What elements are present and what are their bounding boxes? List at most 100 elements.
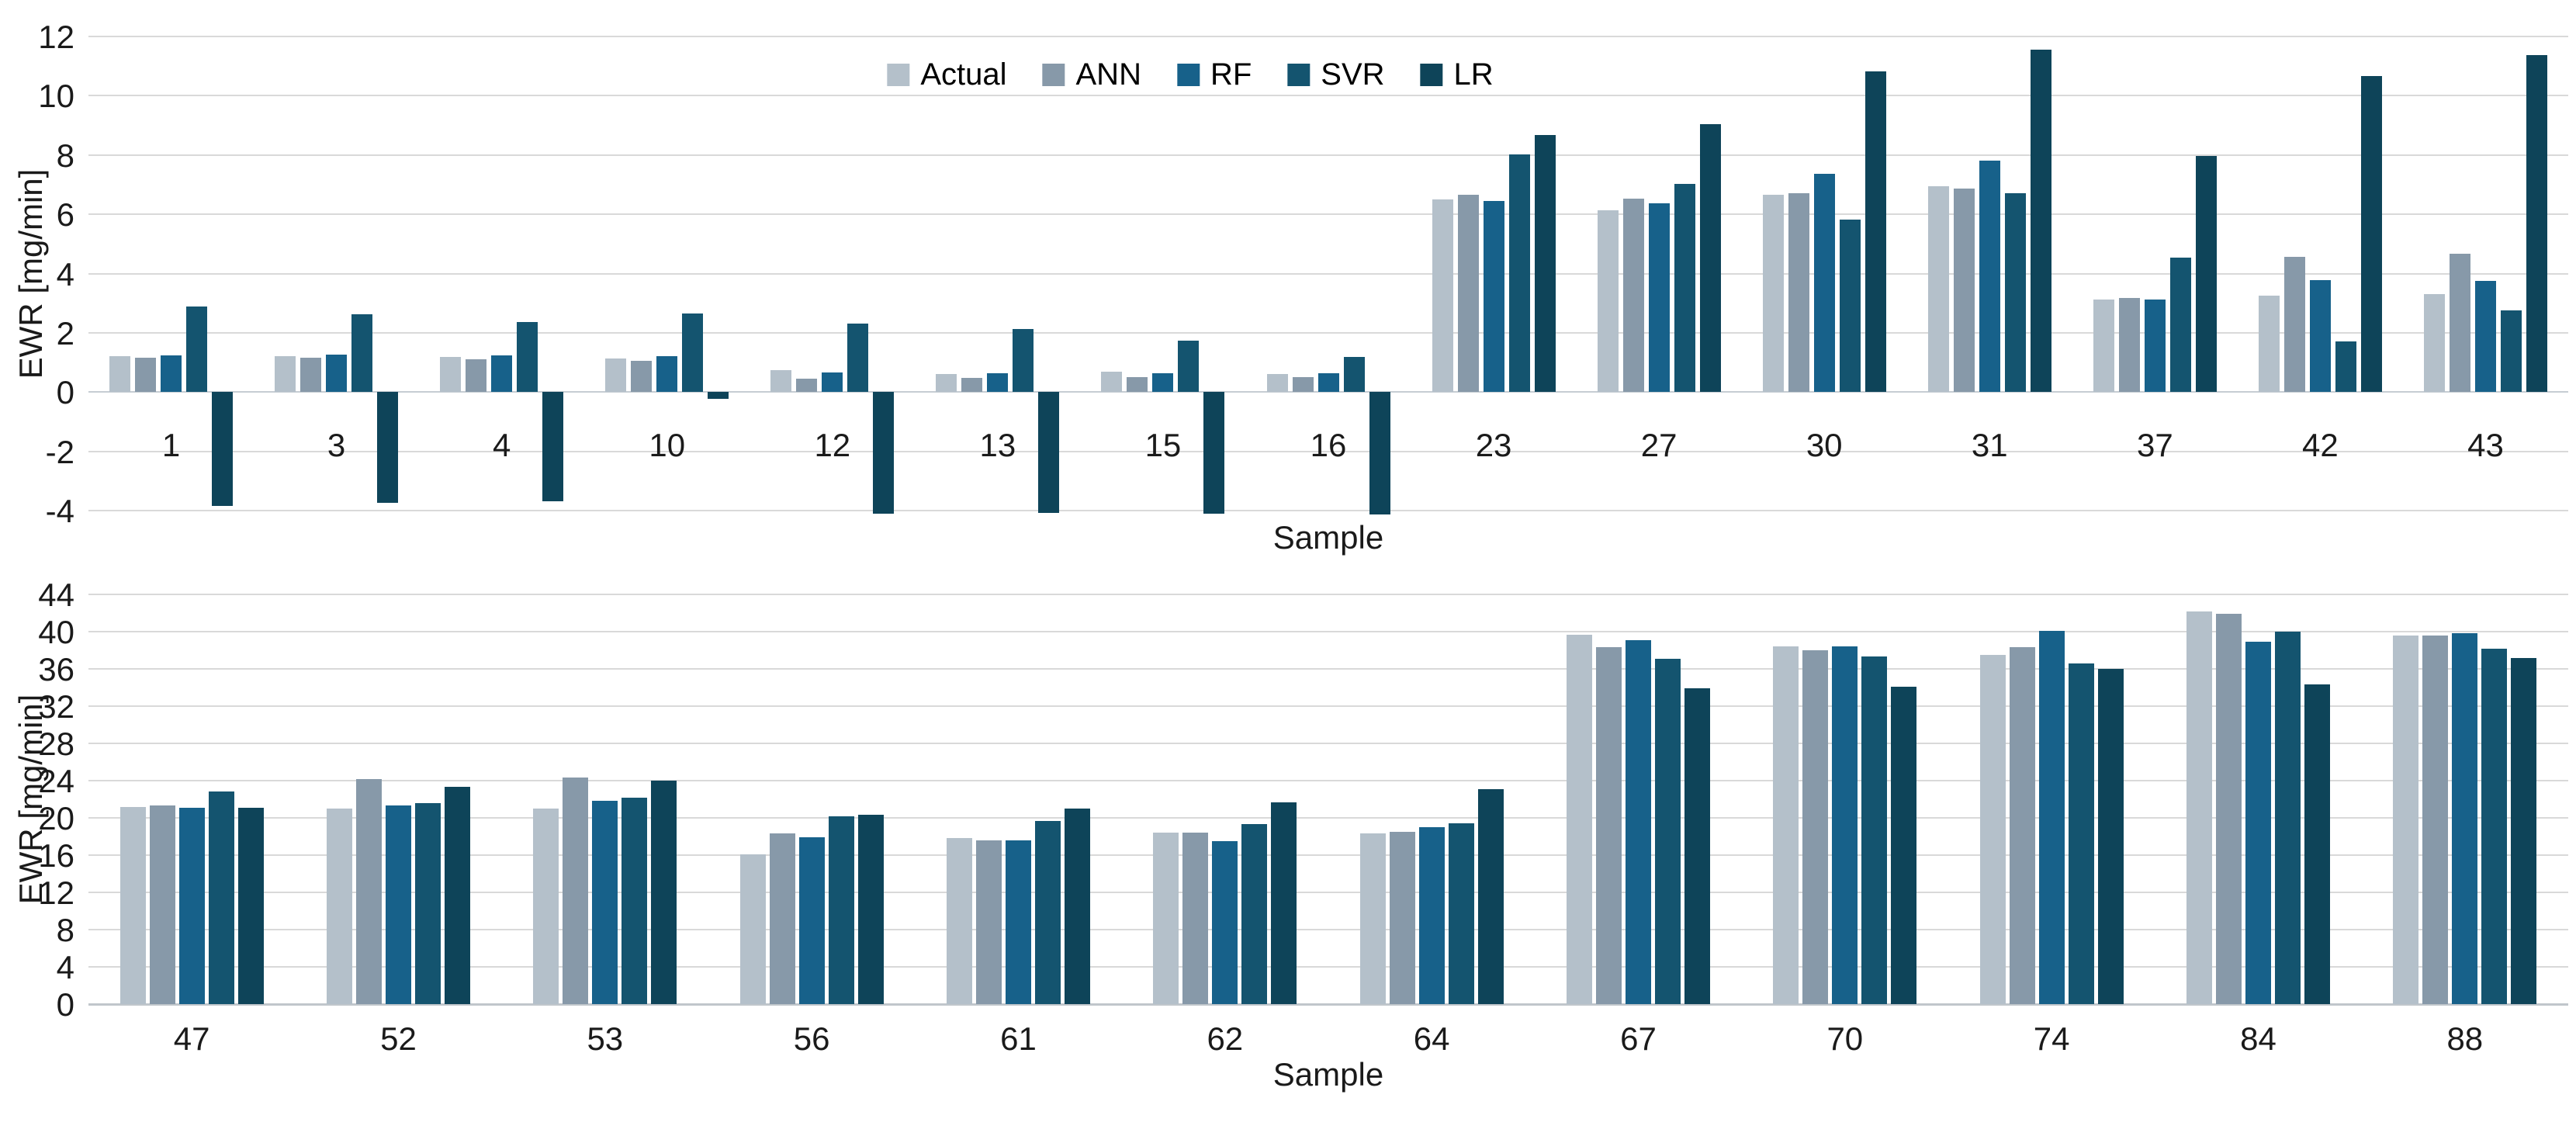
gridline-y-28 bbox=[88, 743, 2568, 744]
y-tick-label: 8 bbox=[56, 137, 74, 174]
bar-actual-13 bbox=[936, 373, 957, 393]
bar-lr-15 bbox=[1203, 392, 1225, 514]
x-tick-label-56: 56 bbox=[793, 1020, 830, 1057]
y-tick-label: 32 bbox=[38, 688, 74, 725]
x-tick-label-42: 42 bbox=[2302, 427, 2339, 464]
y-tick-label: 0 bbox=[56, 986, 74, 1023]
bar-svr-30 bbox=[1839, 220, 1861, 393]
x-tick-label-52: 52 bbox=[380, 1020, 417, 1057]
bar-ann-74 bbox=[2009, 647, 2035, 1004]
x-tick-label-62: 62 bbox=[1207, 1020, 1244, 1057]
bar-lr-43 bbox=[2526, 54, 2547, 393]
bar-lr-42 bbox=[2360, 76, 2382, 393]
legend: Actual ANN RF SVR LR bbox=[887, 59, 1494, 90]
gridline-y-20 bbox=[88, 817, 2568, 819]
bar-actual-52 bbox=[327, 809, 352, 1004]
bar-ann-15 bbox=[1127, 376, 1148, 393]
x-tick-label-1: 1 bbox=[161, 427, 181, 464]
y-tick-label: 0 bbox=[56, 374, 74, 411]
gridline-y--4 bbox=[88, 510, 2568, 512]
bar-rf-56 bbox=[798, 837, 825, 1004]
bar-rf-62 bbox=[1212, 841, 1238, 1004]
bar-rf-61 bbox=[1006, 840, 1031, 1004]
bar-actual-23 bbox=[1432, 199, 1453, 393]
gridline-y-32 bbox=[88, 705, 2568, 707]
bar-lr-16 bbox=[1369, 392, 1390, 514]
bar-actual-16 bbox=[1266, 374, 1288, 393]
bar-actual-37 bbox=[2093, 300, 2114, 393]
bar-lr-52 bbox=[445, 787, 470, 1004]
bar-ann-43 bbox=[2449, 254, 2470, 393]
bar-actual-42 bbox=[2258, 295, 2280, 393]
y-tick-label: 2 bbox=[56, 315, 74, 352]
bar-rf-4 bbox=[491, 355, 513, 393]
y-tick-label: 10 bbox=[38, 78, 74, 115]
bar-svr-4 bbox=[517, 322, 538, 393]
x-tick-label-70: 70 bbox=[1826, 1020, 1864, 1057]
bar-actual-47 bbox=[119, 806, 146, 1004]
bar-svr-64 bbox=[1448, 823, 1474, 1004]
bar-rf-64 bbox=[1418, 827, 1445, 1004]
y-tick-label: 36 bbox=[38, 651, 74, 688]
bar-lr-37 bbox=[2195, 156, 2217, 393]
x-tick-label-88: 88 bbox=[2446, 1020, 2484, 1057]
bar-ann-61 bbox=[976, 840, 1002, 1004]
y-tick-label: 4 bbox=[56, 255, 74, 293]
bar-actual-31 bbox=[1927, 185, 1949, 393]
x-axis-title-bottom: Sample bbox=[1272, 1056, 1384, 1093]
y-tick-label: -4 bbox=[45, 493, 74, 530]
bar-svr-27 bbox=[1674, 183, 1695, 393]
bar-actual-4 bbox=[440, 356, 462, 393]
gridline-y-8 bbox=[88, 929, 2568, 930]
bar-actual-88 bbox=[2393, 635, 2419, 1004]
bar-svr-42 bbox=[2335, 341, 2356, 393]
legend-item-actual: Actual bbox=[887, 59, 1007, 90]
x-tick-label-74: 74 bbox=[2033, 1020, 2070, 1057]
x-tick-label-15: 15 bbox=[1144, 427, 1182, 464]
bar-lr-27 bbox=[1699, 124, 1721, 393]
bar-svr-70 bbox=[1861, 656, 1888, 1004]
gridline-y-24 bbox=[88, 780, 2568, 781]
legend-swatch-ann bbox=[1042, 63, 1065, 86]
gridline-y-12 bbox=[88, 36, 2568, 37]
bar-svr-1 bbox=[186, 306, 208, 393]
bar-svr-61 bbox=[1035, 820, 1061, 1004]
x-tick-label-53: 53 bbox=[587, 1020, 624, 1057]
bar-lr-67 bbox=[1684, 688, 1710, 1004]
gridline-y--2 bbox=[88, 450, 2568, 452]
bar-svr-37 bbox=[2169, 258, 2191, 393]
bar-svr-62 bbox=[1241, 824, 1268, 1004]
bar-lr-23 bbox=[1534, 135, 1556, 393]
x-tick-label-37: 37 bbox=[2136, 427, 2173, 464]
bar-ann-62 bbox=[1182, 833, 1209, 1004]
bar-ann-84 bbox=[2216, 614, 2242, 1004]
x-tick-label-13: 13 bbox=[979, 427, 1016, 464]
bar-rf-84 bbox=[2245, 642, 2271, 1004]
bar-svr-10 bbox=[682, 313, 704, 393]
x-tick-label-47: 47 bbox=[173, 1020, 210, 1057]
legend-item-ann: ANN bbox=[1042, 59, 1141, 90]
bar-lr-3 bbox=[377, 392, 399, 503]
bar-actual-30 bbox=[1762, 195, 1784, 393]
ewr-chart-bottom: EWR [mg/min] Sample 0 4 8 12 16 20 24 28 32 36 40 4… bbox=[0, 574, 2576, 1143]
gridline-y-12 bbox=[88, 892, 2568, 893]
x-tick-label-43: 43 bbox=[2467, 427, 2504, 464]
bar-ann-16 bbox=[1292, 376, 1314, 393]
x-tick-label-4: 4 bbox=[492, 427, 511, 464]
bar-svr-53 bbox=[621, 797, 648, 1004]
bar-lr-4 bbox=[542, 392, 564, 501]
bar-ann-30 bbox=[1788, 193, 1809, 393]
bar-lr-47 bbox=[237, 807, 264, 1004]
bar-rf-15 bbox=[1152, 372, 1174, 393]
bar-rf-3 bbox=[326, 354, 348, 393]
bar-lr-61 bbox=[1065, 809, 1090, 1004]
bar-rf-30 bbox=[1813, 173, 1835, 393]
bar-ann-67 bbox=[1596, 647, 1622, 1004]
y-tick-label: 20 bbox=[38, 800, 74, 836]
y-tick-label: 24 bbox=[38, 763, 74, 799]
gridline-y-8 bbox=[88, 154, 2568, 156]
legend-item-lr: LR bbox=[1420, 59, 1494, 90]
bar-actual-15 bbox=[1101, 372, 1123, 393]
y-tick-label: 12 bbox=[38, 875, 74, 911]
bar-svr-74 bbox=[2068, 663, 2094, 1004]
